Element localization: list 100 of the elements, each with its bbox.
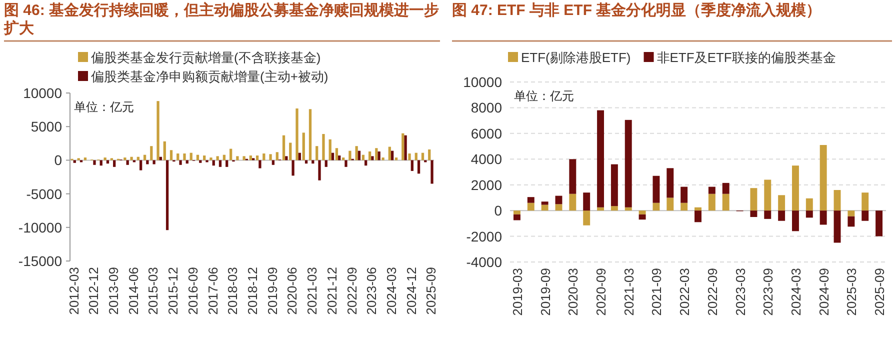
y-tick-label: -10000 bbox=[18, 219, 62, 236]
bar bbox=[199, 160, 202, 163]
bar bbox=[358, 150, 361, 160]
bar bbox=[638, 214, 646, 220]
bar bbox=[226, 160, 228, 167]
bar bbox=[355, 146, 358, 160]
chart-title: 图 46: 基金发行持续回暖，但主动偏股公募基金净赎回规模进一步扩大 bbox=[3, 1, 440, 37]
bar bbox=[513, 210, 520, 214]
bar bbox=[404, 135, 407, 160]
bar bbox=[652, 176, 660, 203]
x-tick-label: 2024-12 bbox=[404, 267, 419, 315]
bar bbox=[371, 156, 374, 160]
x-tick-label: 2022-09 bbox=[344, 267, 360, 315]
bar bbox=[402, 133, 404, 160]
bar bbox=[417, 160, 420, 174]
bar bbox=[708, 194, 716, 211]
chart-title: 图 47: ETF 与非 ETF 基金分化明显（季度净流入规模） bbox=[452, 1, 822, 19]
x-tick-label: 2013-09 bbox=[106, 267, 122, 315]
bar bbox=[289, 142, 292, 160]
bar bbox=[130, 156, 133, 160]
bar bbox=[680, 186, 688, 203]
bar bbox=[421, 152, 424, 160]
legend-label: ETF(剔除港股ETF) bbox=[521, 50, 631, 65]
x-tick-label: 2021-12 bbox=[324, 267, 340, 315]
bar bbox=[792, 210, 799, 232]
bar bbox=[146, 160, 149, 164]
bar bbox=[862, 192, 869, 211]
bar bbox=[285, 156, 288, 160]
bar bbox=[368, 151, 372, 160]
x-tick-label: 2016-09 bbox=[185, 267, 200, 315]
bar bbox=[428, 149, 431, 160]
x-tick-label: 2015-12 bbox=[166, 267, 181, 315]
x-tick-label: 2018-12 bbox=[245, 267, 260, 315]
x-tick-label: 2021-03 bbox=[304, 267, 320, 315]
bar bbox=[298, 152, 301, 160]
bar bbox=[597, 207, 604, 211]
bar bbox=[834, 210, 841, 243]
x-tick-label: 2023-03 bbox=[732, 268, 748, 316]
bar bbox=[364, 160, 368, 166]
x-tick-label: 2024-09 bbox=[816, 268, 832, 316]
bar bbox=[375, 148, 378, 160]
x-tick-label: 2025-03 bbox=[844, 268, 860, 316]
bar bbox=[304, 160, 308, 164]
x-tick-label: 2021-09 bbox=[649, 268, 664, 316]
bar bbox=[820, 145, 827, 211]
bar bbox=[93, 160, 96, 165]
bar bbox=[210, 158, 212, 160]
bar bbox=[569, 194, 576, 211]
bar bbox=[124, 158, 126, 160]
bar bbox=[652, 202, 660, 211]
bar bbox=[322, 134, 325, 160]
bar bbox=[378, 151, 380, 160]
bar bbox=[848, 210, 855, 216]
x-tick-label: 2025-09 bbox=[424, 267, 439, 315]
x-tick-label: 2015-03 bbox=[146, 267, 161, 315]
x-tick-label: 2024-03 bbox=[384, 267, 399, 315]
bar bbox=[624, 207, 632, 211]
bar bbox=[750, 210, 758, 217]
bar bbox=[73, 160, 76, 163]
bar bbox=[190, 152, 192, 160]
bar bbox=[296, 108, 298, 160]
bar bbox=[513, 214, 520, 220]
bar bbox=[527, 197, 534, 203]
bar bbox=[324, 160, 328, 167]
bar bbox=[216, 156, 219, 160]
x-tick-label: 2018-03 bbox=[225, 267, 240, 315]
bar bbox=[666, 168, 674, 198]
annotation: 单位：亿元 bbox=[74, 100, 134, 114]
bar bbox=[569, 159, 576, 194]
bar bbox=[876, 210, 883, 236]
legend-label: 非ETF及ETF联接的偏股类基金 bbox=[656, 50, 836, 65]
bar bbox=[335, 148, 338, 160]
bar bbox=[262, 153, 266, 160]
y-tick-label: 0 bbox=[54, 152, 62, 168]
y-tick-label: 4000 bbox=[470, 151, 502, 168]
y-tick-label: 0 bbox=[494, 202, 502, 219]
x-tick-label: 2019-09 bbox=[264, 267, 280, 315]
legend-label: 偏股类基金发行贡献增量(不含联接基金) bbox=[91, 50, 321, 65]
bar bbox=[708, 186, 716, 194]
bar bbox=[276, 152, 278, 160]
bar bbox=[610, 164, 618, 206]
bar bbox=[176, 153, 180, 160]
bar bbox=[541, 204, 548, 211]
bar bbox=[258, 160, 262, 168]
x-tick-label: 2020-09 bbox=[594, 268, 609, 316]
y-tick-label: 10000 bbox=[463, 74, 502, 90]
bar bbox=[680, 202, 688, 211]
bar bbox=[179, 160, 182, 165]
y-tick-label: -4000 bbox=[466, 254, 502, 270]
y-tick-label: 5000 bbox=[30, 118, 62, 135]
bar bbox=[183, 153, 186, 160]
bar bbox=[242, 156, 246, 160]
bar bbox=[318, 160, 321, 180]
bar bbox=[694, 207, 702, 211]
x-tick-label: 2020-03 bbox=[566, 268, 581, 316]
x-tick-label: 2017-06 bbox=[205, 267, 220, 315]
bar bbox=[269, 154, 272, 160]
x-tick-label: 2020-06 bbox=[284, 267, 300, 315]
bar bbox=[186, 160, 188, 164]
bar bbox=[778, 195, 786, 211]
